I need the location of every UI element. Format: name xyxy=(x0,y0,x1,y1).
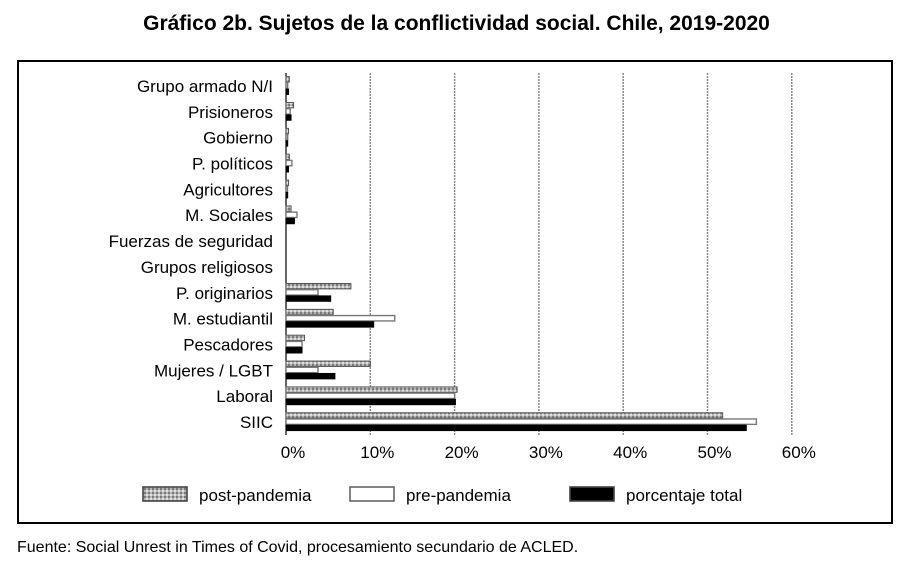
bar-pre-pandemia xyxy=(285,314,396,322)
bar-pre-pandemia xyxy=(285,418,758,426)
x-tick-label: 60% xyxy=(782,443,816,462)
category-label: P. originarios xyxy=(176,284,273,303)
bar-porcentaje-total xyxy=(285,372,336,380)
bar-pre-pandemia xyxy=(285,340,303,348)
bar-porcentaje-total xyxy=(285,398,456,406)
legend-swatch-porcentaje-total xyxy=(569,486,615,502)
bar-porcentaje-total xyxy=(285,191,289,199)
bar-porcentaje-total xyxy=(285,140,289,147)
category-label: Prisioneros xyxy=(188,103,273,122)
x-tick-labels: 0% 10% 20% 30% 40% 50% 60% xyxy=(281,443,816,462)
category-label: Grupo armado N/I xyxy=(137,77,273,96)
category-label: Laboral xyxy=(216,387,273,406)
bar-porcentaje-total xyxy=(285,347,303,354)
bar-pre-pandemia xyxy=(285,159,293,167)
bar-post-pandemia xyxy=(285,205,292,212)
bar-post-pandemia xyxy=(285,101,295,109)
bar-post-pandemia xyxy=(285,386,458,393)
bar-porcentaje-total xyxy=(285,114,292,121)
legend-swatch-pre-pandemia xyxy=(349,486,395,502)
x-tick-label: 30% xyxy=(529,443,563,462)
bar-porcentaje-total xyxy=(285,166,290,173)
bar-porcentaje-total xyxy=(285,321,375,328)
bar-pre-pandemia xyxy=(285,211,298,219)
bar-post-pandemia xyxy=(285,412,724,419)
bar-post-pandemia xyxy=(285,127,290,135)
category-label: Grupos religiosos xyxy=(141,258,273,277)
x-tick-label: 0% xyxy=(281,443,306,462)
category-label: M. Sociales xyxy=(185,206,273,225)
bar-porcentaje-total xyxy=(285,424,747,432)
category-label: M. estudiantil xyxy=(173,310,273,329)
category-label: Fuerzas de seguridad xyxy=(109,232,273,251)
category-label: Mujeres / LGBT xyxy=(154,361,273,380)
bar-post-pandemia xyxy=(285,334,306,342)
bar-post-pandemia xyxy=(285,179,290,186)
chart-title: Gráfico 2b. Sujetos de la conflictividad… xyxy=(143,12,770,35)
category-labels: Grupo armado N/I Prisioneros Gobierno P. po… xyxy=(109,77,273,432)
grid-lines xyxy=(285,73,793,435)
bar-pre-pandemia xyxy=(285,82,289,89)
x-tick-label: 40% xyxy=(613,443,647,462)
category-label: Agricultores xyxy=(183,180,273,199)
bar-pre-pandemia xyxy=(285,288,319,296)
bar-post-pandemia xyxy=(285,360,371,367)
legend-swatch-post-pandemia xyxy=(142,486,188,502)
bar-porcentaje-total xyxy=(285,295,332,302)
legend-label: pre-pandemia xyxy=(406,486,511,505)
bar-post-pandemia xyxy=(285,153,290,161)
x-tick-label: 50% xyxy=(697,443,731,462)
x-tick-label: 10% xyxy=(360,443,394,462)
bar-post-pandemia xyxy=(285,76,290,83)
bar-post-pandemia xyxy=(285,282,352,290)
legend-label: porcentaje total xyxy=(626,486,742,505)
category-label: P. políticos xyxy=(192,155,273,174)
bar-post-pandemia xyxy=(285,308,334,316)
bar-porcentaje-total xyxy=(285,88,290,95)
legend-label: post-pandemia xyxy=(199,486,312,505)
source-note: Fuente: Social Unrest in Times of Covid,… xyxy=(17,539,579,556)
bar-pre-pandemia xyxy=(285,133,289,141)
category-label: Gobierno xyxy=(203,129,273,148)
bars xyxy=(285,76,758,432)
chart-frame xyxy=(17,60,893,524)
bar-porcentaje-total xyxy=(285,217,295,225)
bar-pre-pandemia xyxy=(285,185,289,193)
legend: post-pandemia pre-pandemia porcentaje tota… xyxy=(142,486,742,505)
x-tick-label: 20% xyxy=(445,443,479,462)
bar-pre-pandemia xyxy=(285,107,291,115)
category-label: Pescadores xyxy=(183,336,273,355)
bar-pre-pandemia xyxy=(285,366,319,374)
bar-pre-pandemia xyxy=(285,392,456,400)
category-label: SIIC xyxy=(240,413,273,432)
